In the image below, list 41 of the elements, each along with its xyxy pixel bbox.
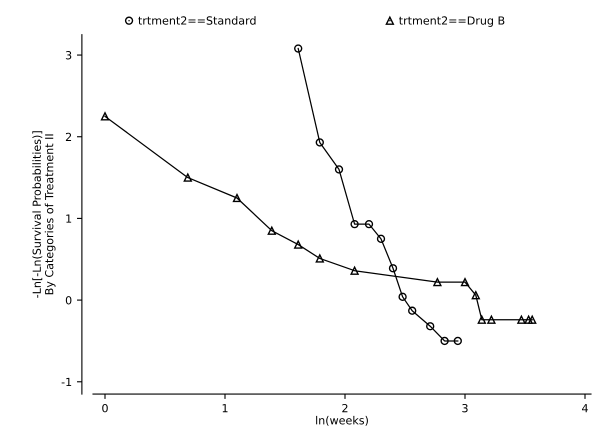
point <box>294 240 302 249</box>
x-tick-label: 0 <box>102 404 108 412</box>
point <box>100 112 110 120</box>
x-tick-label: 4 <box>582 404 588 412</box>
point <box>433 278 442 286</box>
point <box>334 165 344 174</box>
point <box>517 316 526 324</box>
x-tick-label: 3 <box>462 404 468 412</box>
y-tick-label: -1 <box>62 378 72 386</box>
y-tick-label: 3 <box>66 51 72 60</box>
point <box>440 336 449 346</box>
point <box>316 138 324 147</box>
y-axis-title: -Ln[-Ln(Survival Probabilities)] By Categories of Treatment II <box>32 131 56 298</box>
point <box>364 220 374 228</box>
point <box>294 44 302 53</box>
x-axis-title: ln(weeks) <box>316 416 368 426</box>
x-tick-label: 2 <box>342 404 348 412</box>
point <box>350 220 359 228</box>
point <box>528 316 536 324</box>
point <box>232 194 242 202</box>
point <box>388 264 398 272</box>
legend-label: trtment2==Drug B <box>399 16 504 27</box>
point <box>487 316 496 324</box>
y-tick-label: 1 <box>66 214 72 223</box>
point <box>398 292 407 301</box>
point <box>460 278 470 286</box>
point <box>426 322 434 330</box>
point <box>472 291 480 300</box>
legend-label: trtment2==Standard <box>138 16 256 25</box>
point <box>316 254 324 263</box>
point <box>376 234 386 244</box>
point <box>268 226 276 235</box>
y-tick-label: 0 <box>66 296 72 304</box>
x-tick-label: 1 <box>222 404 228 412</box>
point <box>524 316 533 324</box>
point <box>454 336 462 346</box>
point <box>408 306 416 315</box>
point <box>350 266 359 275</box>
point <box>184 173 192 182</box>
y-tick-label: 2 <box>66 132 72 141</box>
point <box>478 316 486 324</box>
